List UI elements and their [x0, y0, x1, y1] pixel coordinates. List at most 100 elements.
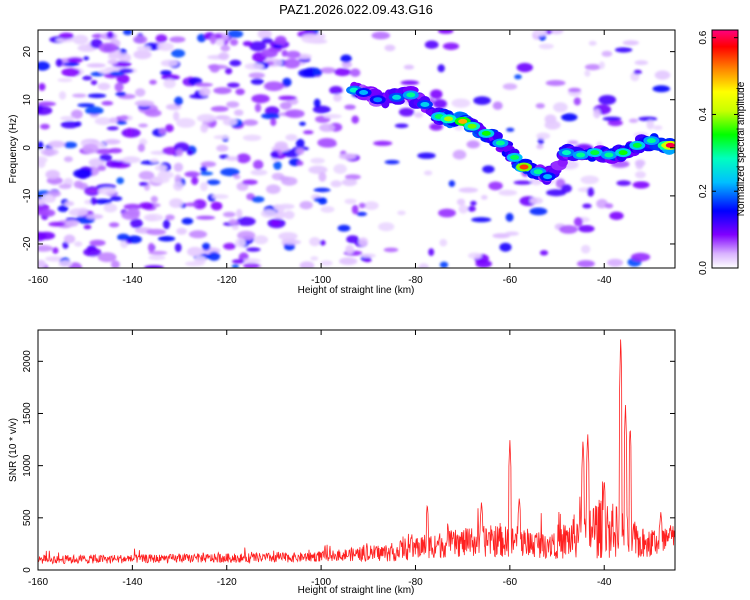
spectrogram-noise-cell [499, 242, 512, 252]
spectrogram-noise-cell [584, 64, 602, 71]
spectrogram-noise-cell [104, 139, 121, 145]
spectrogram-noise-cell [193, 199, 207, 210]
spectrogram-noise-cell [242, 179, 258, 185]
spectrogram-noise-cell [492, 101, 503, 110]
spectrogram-noise-cell [163, 78, 176, 89]
spectrogram-noise-cell [598, 95, 617, 105]
spectrogram-noise-cell [394, 123, 409, 129]
spectrogram-noise-cell [622, 40, 639, 46]
spectrogram-noise-cell [346, 235, 359, 244]
spectrogram-noise-cell [607, 119, 623, 127]
spectrogram-noise-cell [631, 252, 651, 262]
spectrogram-noise-cell [226, 156, 239, 162]
spectrogram-noise-cell [107, 59, 118, 65]
spectrogram-noise-cell [654, 70, 671, 80]
spectrogram-noise-cell [106, 126, 119, 131]
spectrogram-noise-cell [147, 242, 155, 253]
y-tick-label: 20 [22, 46, 33, 58]
spectrogram-noise-cell [64, 201, 75, 207]
spectrogram-noise-cell [73, 180, 84, 189]
spectrogram-noise-cell [580, 175, 599, 185]
spectrogram-xlabel: Height of straight line (km) [298, 285, 415, 296]
spectrogram-noise-cell [161, 74, 181, 81]
spectrogram-noise-cell [187, 246, 203, 257]
spectrogram-noise-cell [114, 82, 124, 92]
y-tick-label: -20 [22, 236, 33, 251]
spectrogram-noise-cell [481, 195, 488, 200]
x-tick-label: -140 [122, 275, 142, 286]
colorbar: 0.0 0.2 0.4 0.6 Normalized spectral amplitu… [698, 29, 747, 275]
spectrogram-noise-cell [344, 198, 357, 205]
spectrogram-noise-cell [155, 34, 168, 43]
spectrogram-noise-cell [133, 35, 148, 44]
spectrogram-noise-cell [319, 140, 337, 148]
spectrogram-noise-cell [614, 47, 633, 53]
spectrogram-noise-cell [588, 40, 597, 46]
spectrogram-noise-cell [176, 227, 188, 235]
spectrogram-noise-cell [90, 80, 98, 86]
spectrogram-noise-cell [403, 64, 415, 70]
signal-track-core [495, 140, 505, 146]
signal-track-core [406, 92, 416, 98]
spectrogram-noise-cell [97, 82, 111, 91]
spectrogram-noise-cell [384, 160, 400, 165]
spectrogram-noise-cell [157, 171, 174, 179]
spectrogram-noise-cell [634, 159, 646, 167]
spectrogram-noise-cell [55, 58, 63, 67]
spectrogram-noise-cell [160, 59, 179, 67]
spectrogram-noise-cell [270, 219, 281, 226]
spectrogram-noise-cell [196, 114, 217, 123]
signal-track-halo [492, 131, 503, 141]
spectrogram-noise-cell [279, 101, 292, 110]
signal-track-core [519, 164, 529, 170]
spectrogram-noise-cell [350, 68, 361, 77]
spectrogram-noise-cell [63, 234, 76, 244]
spectrogram-noise-cell [229, 38, 239, 46]
spectrogram-noise-cell [77, 103, 95, 108]
spectrogram-noise-cell [319, 123, 335, 132]
spectrogram-noise-cell [578, 225, 595, 233]
spectrogram-noise-cell [634, 171, 646, 179]
spectrogram-noise-cell [467, 205, 476, 212]
spectrogram-noise-cell [222, 118, 238, 126]
signal-track-core [604, 152, 614, 158]
spectrogram-noise-cell [248, 72, 265, 79]
spectrogram-noise-cell [82, 143, 99, 154]
spectrogram-noise-cell [68, 208, 88, 217]
spectrogram-noise-cell [127, 208, 141, 217]
spectrogram-noise-cell [559, 225, 578, 234]
spectrogram-noise-cell [196, 215, 216, 220]
spectrogram-noise-cell [135, 88, 146, 97]
spectrogram-noise-cell [118, 53, 131, 63]
spectrogram-noise-cell [438, 208, 456, 218]
spectrogram-noise-cell [593, 108, 601, 119]
spectrogram-noise-cell [424, 40, 439, 49]
spectrogram-noise-cell [448, 180, 456, 188]
spectrogram-noise-cell [514, 74, 522, 80]
spectrogram-noise-cell [125, 127, 133, 138]
spectrogram-noise-cell [340, 54, 352, 63]
colorbar-tick-label: 0.0 [698, 261, 709, 275]
spectrogram-noise-cell [360, 253, 376, 258]
spectrogram-noise-cell [139, 181, 148, 187]
spectrogram-noise-cell [339, 257, 358, 266]
x-tick-label: -40 [597, 275, 612, 286]
spectrogram-noise-cell [581, 244, 591, 254]
spectrogram-noise-cell [127, 235, 142, 244]
spectrogram-noise-cell [303, 130, 314, 135]
spectrogram-noise-cell [653, 125, 663, 130]
spectrogram-noise-cell [191, 176, 199, 185]
spectrogram-noise-cell [58, 91, 67, 100]
spectrogram-noise-cell [250, 169, 268, 176]
spectrogram-noise-cell [243, 262, 260, 268]
spectrogram-noise-cell [231, 225, 239, 230]
spectrogram-noise-cell [38, 245, 54, 252]
spectrogram-noise-cell [67, 57, 83, 63]
spectrogram-noise-cell [260, 209, 277, 218]
spectrogram-frame [37, 29, 676, 269]
spectrogram-noise-cell [513, 180, 533, 185]
spectrogram-noise-cell [94, 198, 113, 205]
spectrogram-noise-cell [94, 148, 114, 155]
spectrogram-noise-cell [63, 62, 80, 67]
spectrogram-noise-cell [264, 81, 284, 91]
